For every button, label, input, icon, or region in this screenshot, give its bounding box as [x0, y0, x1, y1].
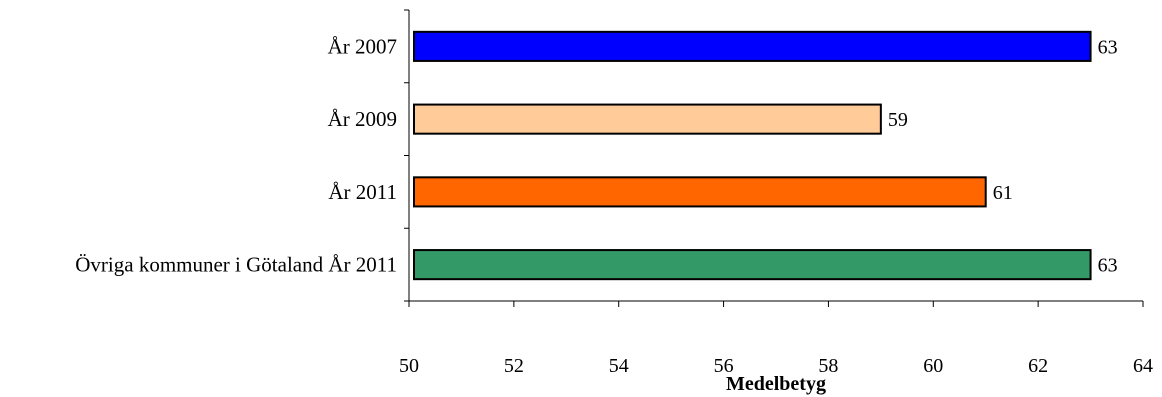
x-axis-title: Medelbetyg	[726, 373, 826, 395]
x-tick-label: 54	[609, 355, 629, 377]
x-tick-label: 56	[714, 355, 734, 377]
data-label: 59	[888, 109, 908, 131]
x-tick-labels: 50 52 54 56 58 60 62 64	[399, 355, 1153, 377]
category-label: Övriga kommuner i Götaland År 2011	[75, 253, 397, 277]
category-labels: År 2007 År 2009 År 2011 Övriga kommuner i G…	[75, 34, 397, 276]
data-labels: 63 59 61 63	[888, 36, 1118, 276]
category-label: År 2011	[328, 180, 397, 204]
x-tick-label: 52	[504, 355, 524, 377]
bar	[413, 176, 987, 208]
x-tick-label: 60	[923, 355, 943, 377]
category-label: År 2009	[328, 107, 397, 131]
x-axis-ticks	[408, 301, 1144, 307]
category-label: År 2007	[328, 34, 397, 58]
x-tick-label: 58	[818, 355, 838, 377]
x-tick-label: 64	[1133, 355, 1153, 377]
y-axis-ticks	[404, 9, 409, 302]
data-label: 63	[1098, 255, 1118, 277]
bar	[413, 30, 1092, 62]
bars	[413, 30, 1092, 281]
x-tick-label: 62	[1028, 355, 1048, 377]
data-label: 63	[1098, 36, 1118, 58]
data-label: 61	[993, 182, 1013, 204]
bar	[413, 249, 1092, 281]
x-tick-label: 50	[399, 355, 419, 377]
bar	[413, 103, 882, 135]
